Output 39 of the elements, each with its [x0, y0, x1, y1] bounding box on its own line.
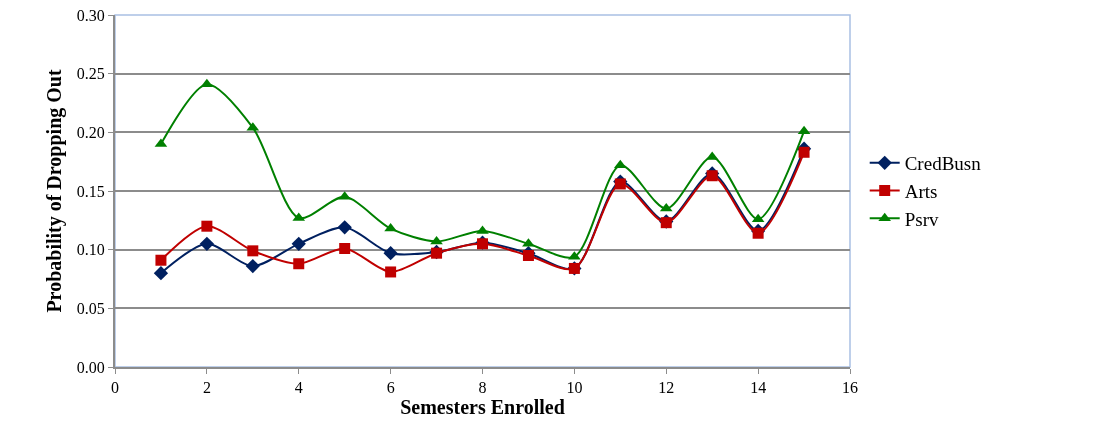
x-tick-label: 16 [842, 379, 858, 397]
point [798, 146, 810, 158]
legend-label: CredBusn [904, 153, 982, 175]
point [201, 220, 213, 232]
y-tick-label: 0.10 [76, 241, 105, 259]
point [247, 245, 259, 257]
y-tick-label: 0.25 [76, 65, 105, 83]
legend-label: Psrv [904, 208, 939, 230]
point [291, 236, 306, 251]
point [153, 265, 169, 281]
point [430, 235, 443, 245]
x-tick-label: 14 [750, 379, 767, 397]
point [245, 258, 260, 274]
y-axis-title: Probability of Dropping Out [42, 69, 66, 313]
point [383, 246, 398, 261]
point [706, 170, 718, 182]
x-tick-label: 4 [294, 379, 303, 397]
point [339, 242, 351, 254]
x-tick-label: 12 [658, 379, 675, 397]
y-tick-label: 0.05 [76, 299, 105, 317]
x-tick-label: 8 [478, 379, 487, 397]
legend-label: Arts [904, 180, 938, 202]
point [614, 178, 626, 190]
point [199, 236, 215, 251]
x-axis-title: Semesters Enrolled [400, 396, 565, 419]
x-tick-label: 10 [566, 379, 583, 397]
point [752, 227, 764, 239]
x-tick-label: 2 [202, 379, 211, 397]
point [293, 258, 305, 270]
y-tick-label: 0.15 [76, 182, 105, 200]
y-tick-label: 0.00 [76, 358, 105, 376]
point [385, 266, 397, 278]
point [522, 250, 534, 262]
point [337, 220, 352, 235]
y-tick-label: 0.30 [76, 6, 105, 24]
x-tick-label: 6 [386, 379, 395, 397]
x-tick-label: 0 [111, 379, 119, 397]
y-tick-label: 0.20 [76, 123, 105, 141]
point [155, 254, 167, 266]
